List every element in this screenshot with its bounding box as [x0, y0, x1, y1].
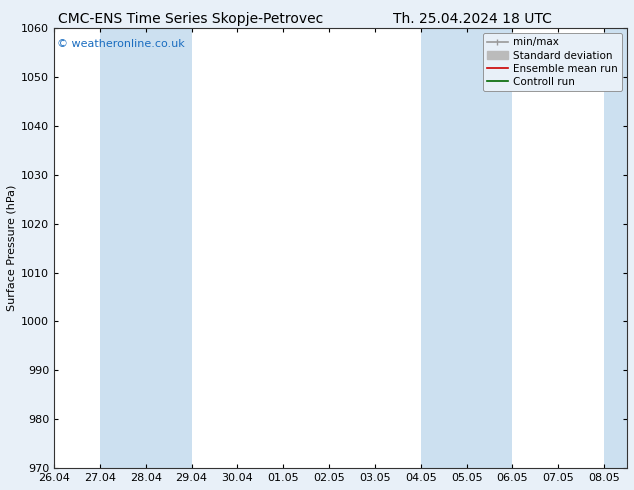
Bar: [100, 28, 191, 468]
Legend: min/max, Standard deviation, Ensemble mean run, Controll run: min/max, Standard deviation, Ensemble me…: [482, 33, 622, 91]
Y-axis label: Surface Pressure (hPa): Surface Pressure (hPa): [7, 185, 17, 311]
Bar: [604, 28, 627, 468]
Text: Th. 25.04.2024 18 UTC: Th. 25.04.2024 18 UTC: [393, 12, 552, 26]
Bar: [421, 28, 512, 468]
Text: © weatheronline.co.uk: © weatheronline.co.uk: [57, 39, 184, 49]
Text: CMC-ENS Time Series Skopje-Petrovec: CMC-ENS Time Series Skopje-Petrovec: [58, 12, 323, 26]
